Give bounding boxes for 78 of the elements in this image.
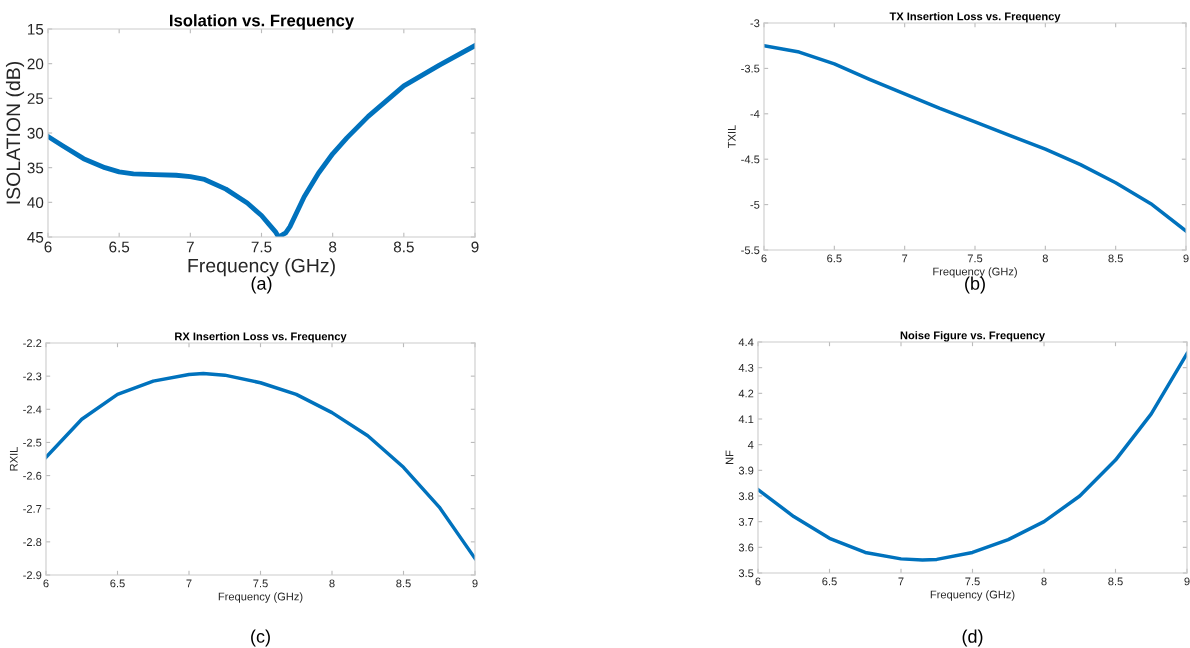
x-tick-label: 6.5 xyxy=(109,241,130,253)
text: (d) xyxy=(962,629,983,647)
x-tick-label: 8.5 xyxy=(396,579,411,588)
x-tick-label: 6 xyxy=(44,241,52,253)
x-tick-label: 6.5 xyxy=(827,254,842,263)
y-tick-label: 4.4 xyxy=(738,338,754,347)
x-tick-label: 7.5 xyxy=(253,579,268,588)
x-tick-label: 8 xyxy=(1041,577,1047,586)
y-tick-label: -5 xyxy=(750,200,760,209)
x-tick-label: 9 xyxy=(472,579,478,588)
y-tick-label: 4.2 xyxy=(738,389,754,398)
x-tick-label: 9 xyxy=(1184,577,1190,586)
x-tick-label: 9 xyxy=(1183,254,1189,263)
x-tick-label: 7.5 xyxy=(967,254,983,263)
x-tick-label: 6.5 xyxy=(822,577,837,586)
x-tick-label: 8 xyxy=(1042,254,1048,263)
y-tick-label: -2.7 xyxy=(23,504,42,513)
y-tick-label: 35 xyxy=(27,162,44,174)
x-tick-label: 7.5 xyxy=(251,241,272,253)
y-tick-label: 3.7 xyxy=(738,517,754,526)
y-tick-label: 4 xyxy=(747,441,754,449)
y-tick-label: 15 xyxy=(28,24,44,35)
y-tick-label: 40 xyxy=(27,197,44,209)
x-tick-label: 7 xyxy=(186,579,192,588)
chart-title: RX Insertion Loss vs. Frequency xyxy=(175,332,347,343)
x-tick-label: 6 xyxy=(755,577,761,586)
x-tick-label: 7 xyxy=(902,254,908,263)
x-tick-label: 6.5 xyxy=(110,579,125,588)
x-axis-title: Frequency (GHz) xyxy=(188,258,335,277)
x-tick-label: 6 xyxy=(761,254,767,263)
y-tick-label: -3.5 xyxy=(741,64,760,73)
y-tick-label: -2.4 xyxy=(23,405,42,414)
y-tick-label: -2.5 xyxy=(23,438,42,447)
x-tick-label: 8.5 xyxy=(1108,577,1123,586)
chart-title: Isolation vs. Frequency xyxy=(170,14,355,30)
text: (c) xyxy=(251,629,270,647)
y-tick-label: -4.5 xyxy=(741,155,760,164)
y-tick-label: -2.9 xyxy=(23,571,42,580)
y-tick-label: 45 xyxy=(27,232,44,243)
y-axis-title: RXIL xyxy=(9,447,18,471)
x-axis-title: Frequency (GHz) xyxy=(933,267,1017,278)
line-series xyxy=(764,43,1186,233)
y-tick-label: -3 xyxy=(750,19,760,28)
y-tick-label: -5.5 xyxy=(741,246,760,255)
x-tick-label: 6 xyxy=(43,579,49,588)
line-series xyxy=(758,351,1187,562)
y-axis-title: TXIL xyxy=(727,125,736,148)
x-axis-title: Frequency (GHz) xyxy=(218,592,303,603)
x-tick-label: 8 xyxy=(329,579,335,588)
y-tick-label: -2.6 xyxy=(23,471,42,480)
y-tick-label: 3.6 xyxy=(738,543,754,552)
x-tick-label: 8.5 xyxy=(1108,254,1123,263)
x-tick-label: 7.5 xyxy=(965,577,980,586)
y-tick-label: 3.8 xyxy=(738,492,754,501)
y-tick-label: -2.8 xyxy=(23,538,42,546)
x-tick-label: 8 xyxy=(329,241,337,253)
x-tick-label: 7 xyxy=(186,241,194,253)
x-tick-label: 9 xyxy=(471,241,479,253)
y-axis-title: NF xyxy=(725,450,734,464)
y-tick-label: 4.3 xyxy=(738,363,754,372)
y-axis-title: ISOLATION (dB) xyxy=(5,61,25,204)
chart-title: TX Insertion Loss vs. Frequency xyxy=(889,12,1061,23)
text: (b) xyxy=(965,276,985,294)
x-tick-label: 7 xyxy=(898,577,904,586)
chart-title: Noise Figure vs. Frequency xyxy=(900,331,1045,342)
text: (a) xyxy=(251,276,272,294)
line-series xyxy=(46,371,475,561)
y-tick-label: 30 xyxy=(27,127,44,139)
y-tick-label: 3.5 xyxy=(738,569,754,578)
y-tick-label: 4.1 xyxy=(738,415,754,424)
x-tick-label: 8.5 xyxy=(393,241,414,253)
y-tick-label: 3.9 xyxy=(738,466,754,475)
y-tick-label: -4 xyxy=(750,110,760,118)
x-axis-title: Frequency (GHz) xyxy=(930,590,1015,601)
y-tick-label: 20 xyxy=(27,58,44,70)
y-tick-label: -2.3 xyxy=(23,372,42,381)
y-tick-label: -2.2 xyxy=(23,339,42,348)
y-tick-label: 25 xyxy=(27,93,44,105)
